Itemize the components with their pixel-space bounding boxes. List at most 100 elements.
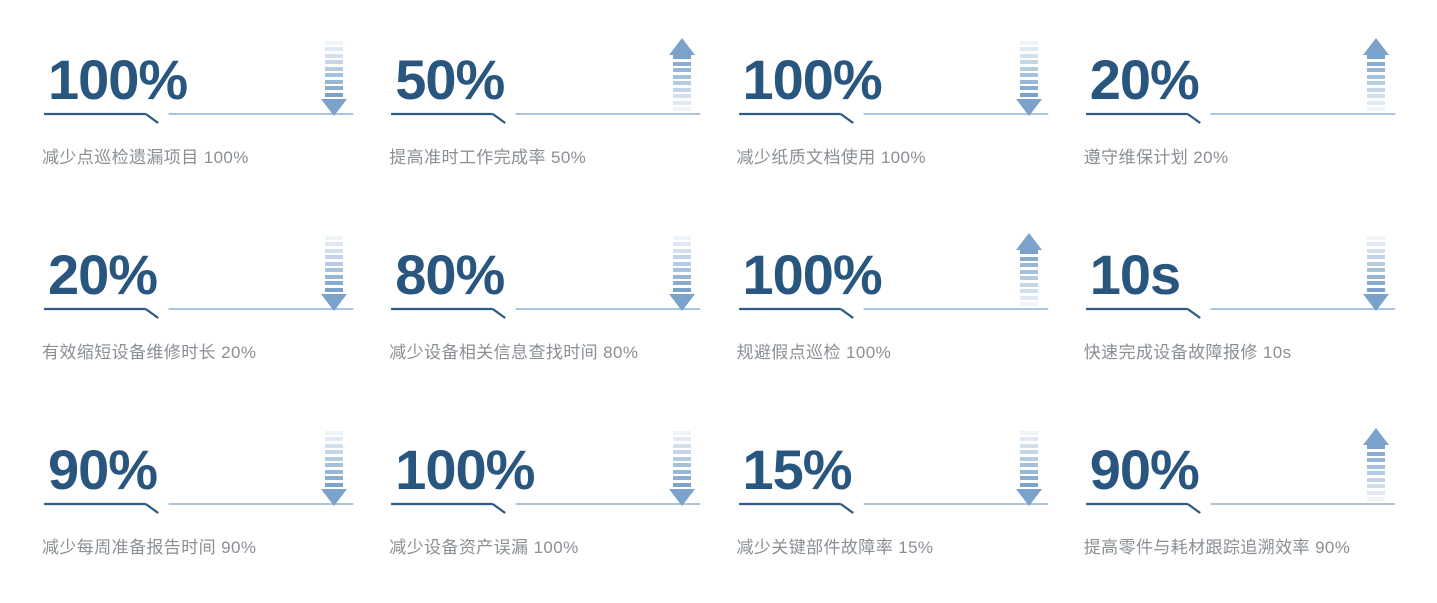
kpi-cell: 20% 遵守维保计划 20%	[1084, 18, 1395, 213]
arrow-bar	[672, 287, 691, 292]
arrow-bar	[1367, 268, 1385, 272]
kpi-cell: 90% 提高零件与耗材跟踪追溯效率 90%	[1084, 408, 1395, 603]
value-divider	[737, 500, 1048, 514]
kpi-cell: 50% 提高准时工作完成率 50%	[389, 18, 701, 213]
arrow-bar	[1367, 61, 1385, 66]
kpi-value: 20%	[1089, 48, 1200, 111]
arrow-bar	[1019, 92, 1038, 97]
arrow-bar	[325, 287, 344, 292]
arrow-bar	[1367, 107, 1385, 111]
kpi-value-row: 50%	[389, 30, 700, 111]
arrow-bar	[672, 100, 691, 105]
arrow-bar	[1019, 482, 1038, 487]
kpi-value-row: 90%	[42, 420, 353, 506]
arrow-bar	[1367, 87, 1385, 92]
arrow-bar	[672, 430, 691, 435]
arrow-down-icon	[321, 428, 348, 506]
arrow-down-icon	[321, 233, 348, 311]
kpi-value-row: 100%	[389, 420, 700, 506]
arrow-bar	[325, 456, 344, 461]
arrow-bar	[1367, 81, 1385, 85]
arrow-bar	[325, 47, 344, 51]
arrow-head	[321, 294, 348, 311]
arrow-bar	[1367, 261, 1385, 266]
arrow-bar	[672, 450, 691, 454]
value-divider	[389, 500, 701, 514]
arrow-bar	[1367, 94, 1385, 98]
arrow-bar	[672, 281, 691, 285]
arrow-bar	[325, 242, 344, 246]
arrow-down-icon	[1015, 428, 1042, 506]
arrow-bar	[1019, 302, 1038, 306]
arrow-bar	[672, 437, 691, 441]
arrow-bars	[672, 430, 691, 490]
arrow-bar	[1019, 73, 1038, 77]
arrow-bar	[325, 463, 344, 467]
kpi-label: 快速完成设备故障报修 10s	[1083, 343, 1292, 362]
divider-graphic	[1085, 112, 1395, 124]
arrow-bar	[1019, 476, 1038, 480]
kpi-value-row: 15%	[737, 420, 1048, 506]
arrow-bar	[1019, 456, 1038, 461]
kpi-label: 提高准时工作完成率 50%	[389, 148, 587, 167]
arrow-bar	[672, 248, 691, 253]
kpi-value: 100%	[742, 243, 883, 306]
arrow-head	[668, 489, 695, 506]
arrow-bar	[1367, 458, 1385, 462]
arrow-bar	[672, 261, 691, 266]
arrow-bar	[1019, 66, 1038, 71]
kpi-label: 减少关键部件故障率 15%	[736, 538, 934, 557]
value-divider	[389, 110, 701, 124]
arrow-bar	[325, 281, 344, 285]
arrow-bar	[672, 482, 691, 487]
arrow-head	[1015, 489, 1042, 506]
arrow-bar	[672, 87, 691, 92]
kpi-value: 90%	[1089, 438, 1200, 501]
arrow-bar	[325, 430, 344, 435]
kpi-value-row: 100%	[42, 30, 353, 116]
kpi-value: 100%	[48, 48, 188, 111]
arrow-bar	[1019, 282, 1038, 287]
arrow-bar	[325, 60, 344, 64]
arrow-bars	[672, 55, 691, 114]
arrow-bars	[1019, 430, 1038, 490]
arrow-bar	[1367, 464, 1385, 469]
divider-graphic	[738, 502, 1048, 514]
kpi-label: 遵守维保计划 20%	[1083, 148, 1229, 167]
arrow-down-icon	[668, 233, 695, 311]
arrow-bar	[672, 443, 691, 448]
arrow-bar	[1367, 74, 1385, 79]
arrow-bar	[1367, 55, 1385, 59]
arrow-bar	[1367, 484, 1385, 488]
arrow-head	[321, 99, 348, 116]
arrow-bar	[325, 86, 344, 90]
kpi-cell: 100% 减少点巡检遗漏项目 100%	[42, 18, 354, 213]
kpi-label: 有效缩短设备维修时长 20%	[42, 343, 257, 362]
arrow-bar	[1019, 295, 1038, 300]
arrow-head	[321, 489, 348, 506]
arrow-bar	[325, 450, 344, 454]
arrow-up-icon	[1363, 38, 1389, 116]
arrow-bar	[672, 107, 691, 111]
kpi-cell: 10s 快速完成设备故障报修 10s	[1084, 213, 1395, 408]
kpi-value: 100%	[742, 48, 883, 111]
value-divider	[737, 110, 1048, 124]
arrow-bar	[1367, 287, 1385, 292]
kpi-cell: 100% 规避假点巡检 100%	[737, 213, 1048, 408]
arrow-bars	[1367, 445, 1385, 504]
arrow-bar	[325, 261, 344, 266]
arrow-up-icon	[668, 38, 695, 116]
kpi-value-row: 80%	[389, 225, 700, 311]
value-divider	[1084, 500, 1395, 514]
arrow-bar	[672, 61, 691, 66]
arrow-bar	[1367, 497, 1385, 501]
divider-graphic	[738, 112, 1048, 124]
arrow-bar	[325, 443, 344, 448]
arrow-bar	[1019, 437, 1038, 441]
arrow-bar	[1019, 86, 1038, 90]
arrow-bar	[325, 469, 344, 474]
kpi-label: 提高零件与耗材跟踪追溯效率 90%	[1083, 538, 1351, 557]
kpi-cell: 100% 减少设备资产误漏 100%	[389, 408, 701, 603]
arrow-bar	[1019, 276, 1038, 280]
arrow-bar	[1367, 490, 1385, 495]
